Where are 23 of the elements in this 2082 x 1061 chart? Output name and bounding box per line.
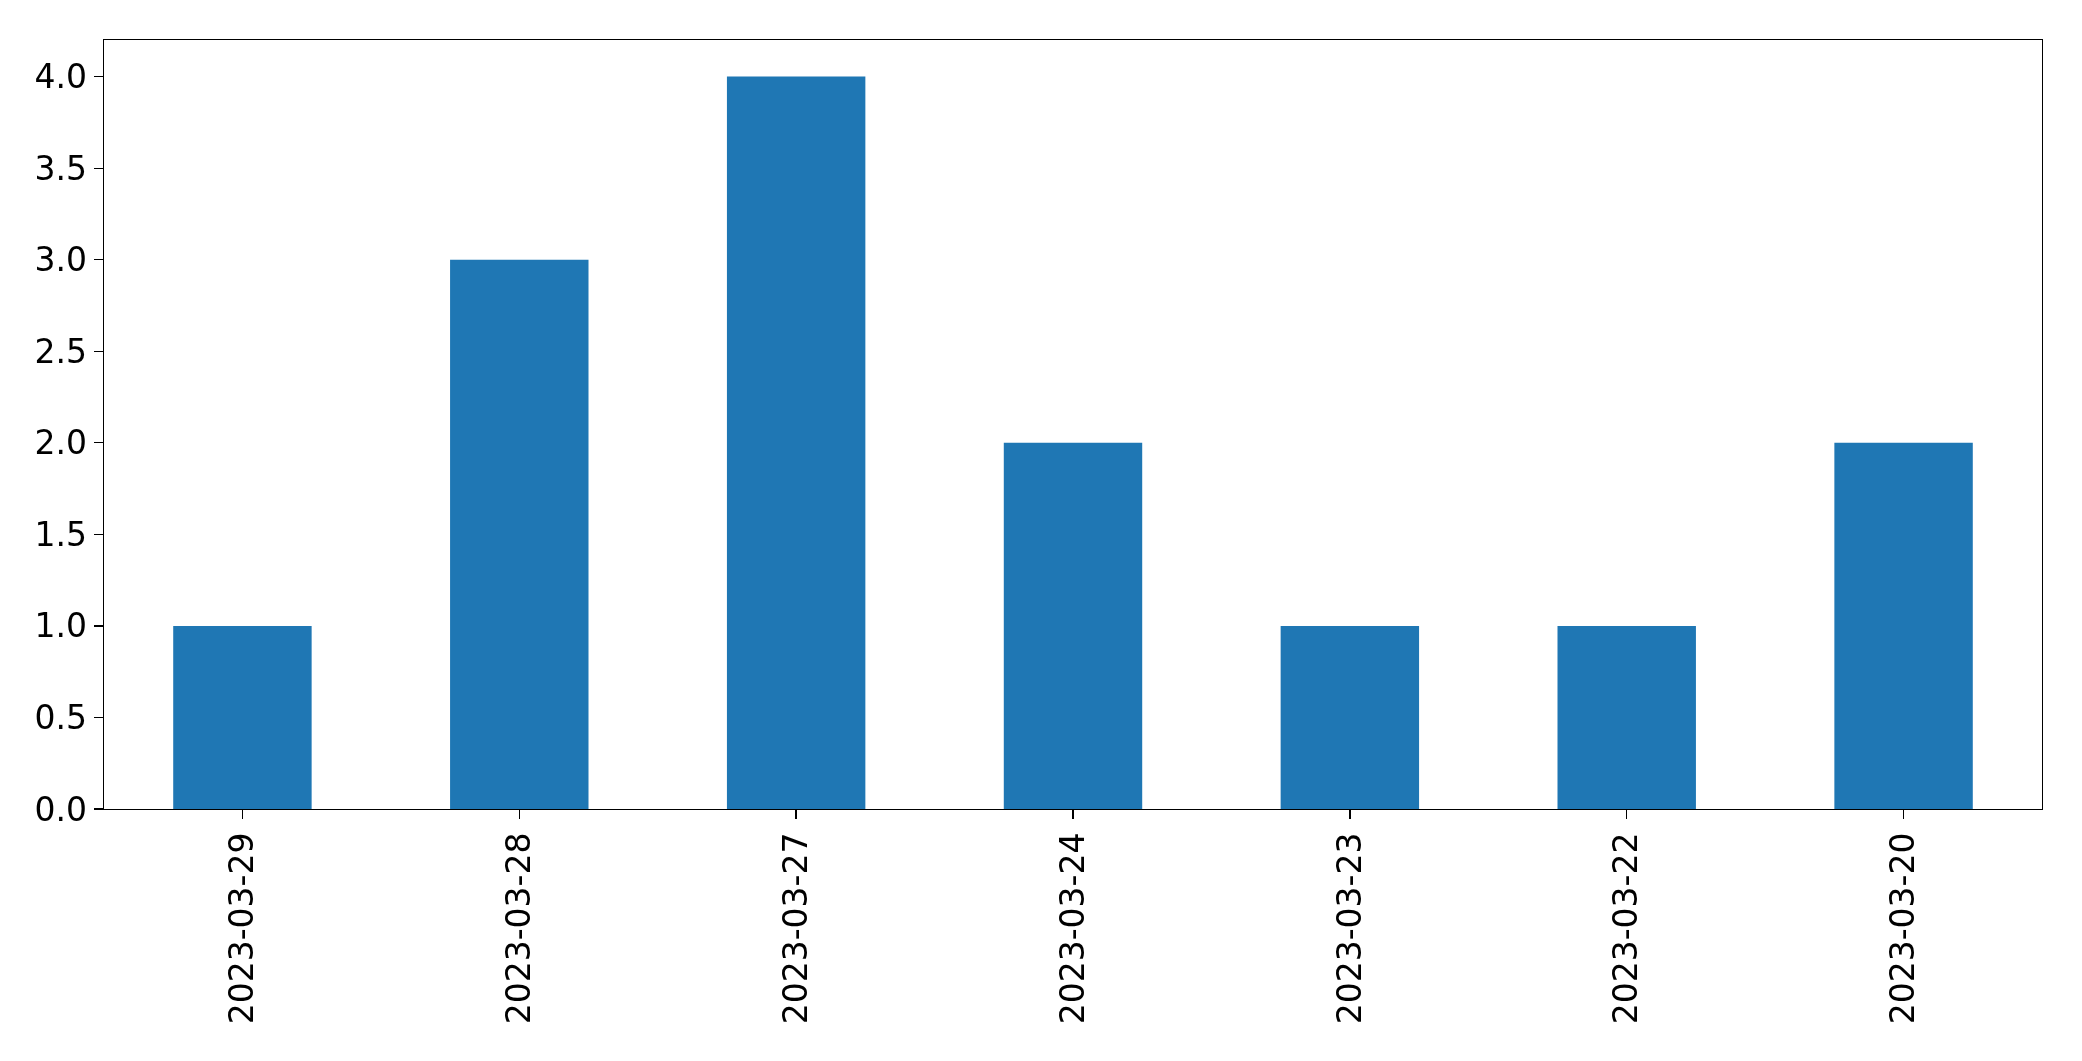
x-tick-label: 2023-03-29 <box>222 832 262 1025</box>
y-tick-label: 2.0 <box>34 423 88 463</box>
x-tick-label: 2023-03-28 <box>499 832 539 1025</box>
x-tick-label: 2023-03-23 <box>1329 832 1369 1025</box>
bar <box>1557 625 1696 809</box>
bar <box>1003 442 1143 809</box>
x-tick-label: 2023-03-27 <box>775 832 815 1025</box>
x-tick-label: 2023-03-20 <box>1883 832 1923 1025</box>
bar <box>450 259 589 809</box>
y-tick-label: 3.5 <box>34 148 88 188</box>
y-tick-label: 2.5 <box>34 331 88 371</box>
bar <box>173 625 312 809</box>
y-tick-label: 1.0 <box>34 606 88 646</box>
bar <box>1280 625 1420 809</box>
y-tick-label: 0.5 <box>34 698 88 737</box>
bar <box>1834 442 1973 809</box>
bar <box>726 76 866 809</box>
y-tick-label: 4.0 <box>34 57 88 97</box>
x-tick-label: 2023-03-24 <box>1052 832 1092 1025</box>
y-tick-label: 1.5 <box>34 514 88 554</box>
x-tick-label: 2023-03-22 <box>1606 832 1646 1025</box>
y-tick-label: 0.0 <box>34 789 88 829</box>
y-tick-label: 3.0 <box>34 240 88 280</box>
